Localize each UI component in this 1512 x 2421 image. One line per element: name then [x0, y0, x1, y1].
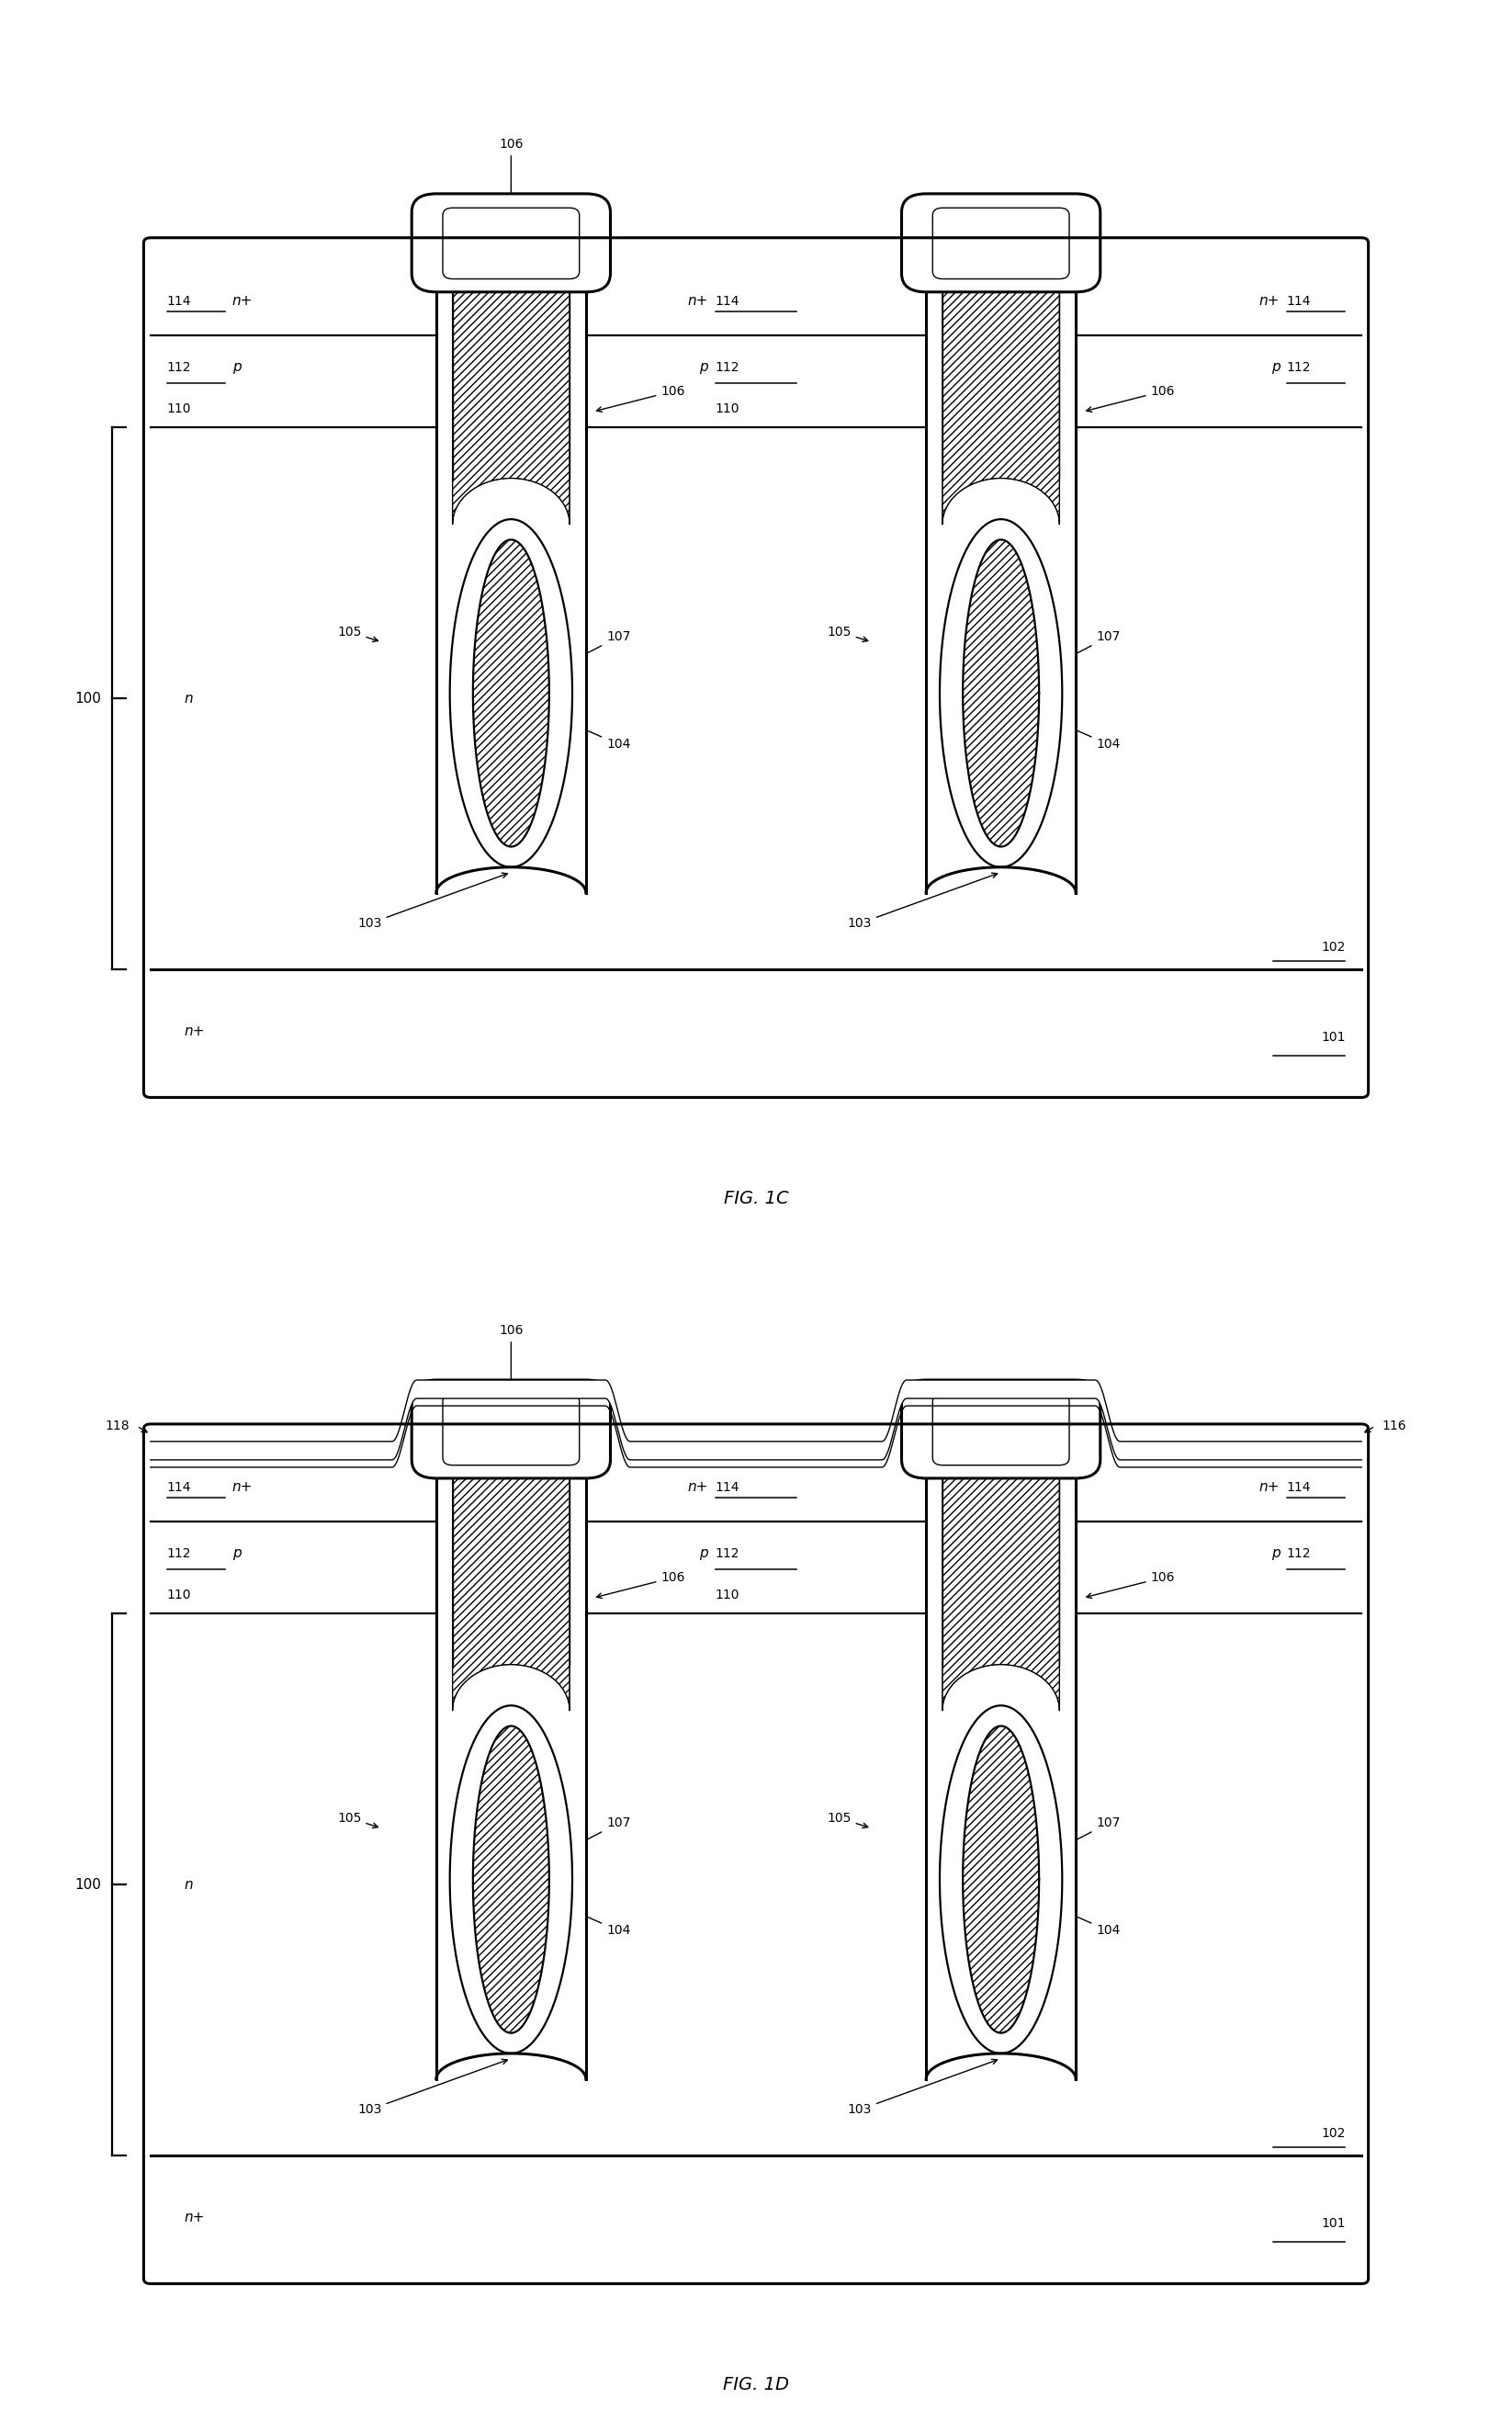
- Text: 105: 105: [827, 625, 868, 642]
- Text: n+: n+: [184, 2210, 206, 2225]
- FancyBboxPatch shape: [901, 194, 1101, 293]
- Text: 114: 114: [1287, 1482, 1311, 1494]
- Text: FIG. 1D: FIG. 1D: [723, 2375, 789, 2394]
- Text: n+: n+: [184, 1024, 206, 1039]
- Polygon shape: [925, 274, 1075, 893]
- Text: 114: 114: [715, 295, 739, 307]
- Text: p: p: [1272, 361, 1281, 375]
- Text: 104: 104: [546, 1898, 631, 1937]
- Text: 112: 112: [166, 1547, 191, 1559]
- Polygon shape: [925, 1460, 1075, 2080]
- Text: n+: n+: [688, 1482, 708, 1494]
- Polygon shape: [473, 540, 549, 847]
- Polygon shape: [473, 1726, 549, 2034]
- Text: n+: n+: [233, 1482, 253, 1494]
- Text: 107: 107: [541, 1816, 631, 1864]
- FancyBboxPatch shape: [411, 1380, 611, 1479]
- Text: 106: 106: [499, 138, 523, 203]
- Text: 114: 114: [715, 1482, 739, 1494]
- Text: p: p: [233, 361, 240, 375]
- Text: 110: 110: [715, 402, 739, 414]
- Polygon shape: [940, 1704, 1061, 2053]
- Text: 104: 104: [1036, 712, 1120, 751]
- Text: 106: 106: [597, 385, 685, 412]
- Bar: [151, 242, 1362, 1092]
- Text: 112: 112: [166, 361, 191, 373]
- Text: 118: 118: [106, 1419, 130, 1433]
- Text: 107: 107: [1031, 1816, 1120, 1864]
- Text: 112: 112: [1287, 1547, 1311, 1559]
- Text: n+: n+: [233, 295, 253, 307]
- Text: 112: 112: [715, 361, 739, 373]
- Text: 106: 106: [1087, 1571, 1175, 1598]
- Polygon shape: [963, 540, 1039, 847]
- Text: 105: 105: [337, 1811, 378, 1828]
- Text: n+: n+: [1259, 1482, 1281, 1494]
- Text: 103: 103: [357, 874, 508, 930]
- Text: 114: 114: [1287, 295, 1311, 307]
- Text: 102: 102: [1321, 2126, 1346, 2140]
- Bar: [151, 1428, 1362, 2278]
- Polygon shape: [451, 518, 573, 867]
- Text: 100: 100: [76, 1879, 101, 1891]
- Text: 110: 110: [715, 1588, 739, 1600]
- Text: p: p: [233, 1547, 240, 1562]
- Text: n: n: [184, 692, 194, 705]
- Text: 104: 104: [1036, 1898, 1120, 1937]
- Text: 105: 105: [827, 1811, 868, 1828]
- Text: 103: 103: [357, 2060, 508, 2116]
- Text: p: p: [700, 1547, 708, 1562]
- Text: FIG. 1C: FIG. 1C: [724, 1189, 788, 1208]
- Text: 101: 101: [1321, 1031, 1346, 1043]
- Text: 106: 106: [1087, 385, 1175, 412]
- Text: p: p: [1272, 1547, 1281, 1562]
- Polygon shape: [437, 274, 587, 893]
- Text: n+: n+: [1259, 295, 1281, 307]
- Text: 114: 114: [166, 295, 191, 307]
- Text: 100: 100: [76, 692, 101, 705]
- Text: 105: 105: [337, 625, 378, 642]
- Text: 112: 112: [1287, 361, 1311, 373]
- FancyBboxPatch shape: [411, 194, 611, 293]
- Polygon shape: [452, 1428, 570, 1712]
- Text: p: p: [700, 361, 708, 375]
- Polygon shape: [437, 1460, 587, 2080]
- Text: 103: 103: [847, 2060, 998, 2116]
- Text: 110: 110: [166, 402, 191, 414]
- Text: n+: n+: [688, 295, 708, 307]
- Text: 104: 104: [546, 712, 631, 751]
- Polygon shape: [452, 242, 570, 525]
- Polygon shape: [942, 1428, 1060, 1712]
- Text: 102: 102: [1321, 939, 1346, 954]
- Text: 103: 103: [847, 874, 998, 930]
- Text: 112: 112: [715, 1547, 739, 1559]
- Text: 107: 107: [1031, 629, 1120, 678]
- Text: n: n: [184, 1879, 194, 1891]
- Text: 110: 110: [166, 1588, 191, 1600]
- Polygon shape: [451, 1704, 573, 2053]
- Text: 107: 107: [541, 629, 631, 678]
- Text: 106: 106: [499, 1324, 523, 1390]
- Text: 106: 106: [597, 1571, 685, 1598]
- Text: 101: 101: [1321, 2218, 1346, 2230]
- Text: 116: 116: [1382, 1419, 1406, 1433]
- Text: 114: 114: [166, 1482, 191, 1494]
- Polygon shape: [940, 518, 1061, 867]
- Polygon shape: [963, 1726, 1039, 2034]
- Polygon shape: [942, 242, 1060, 525]
- FancyBboxPatch shape: [901, 1380, 1101, 1479]
